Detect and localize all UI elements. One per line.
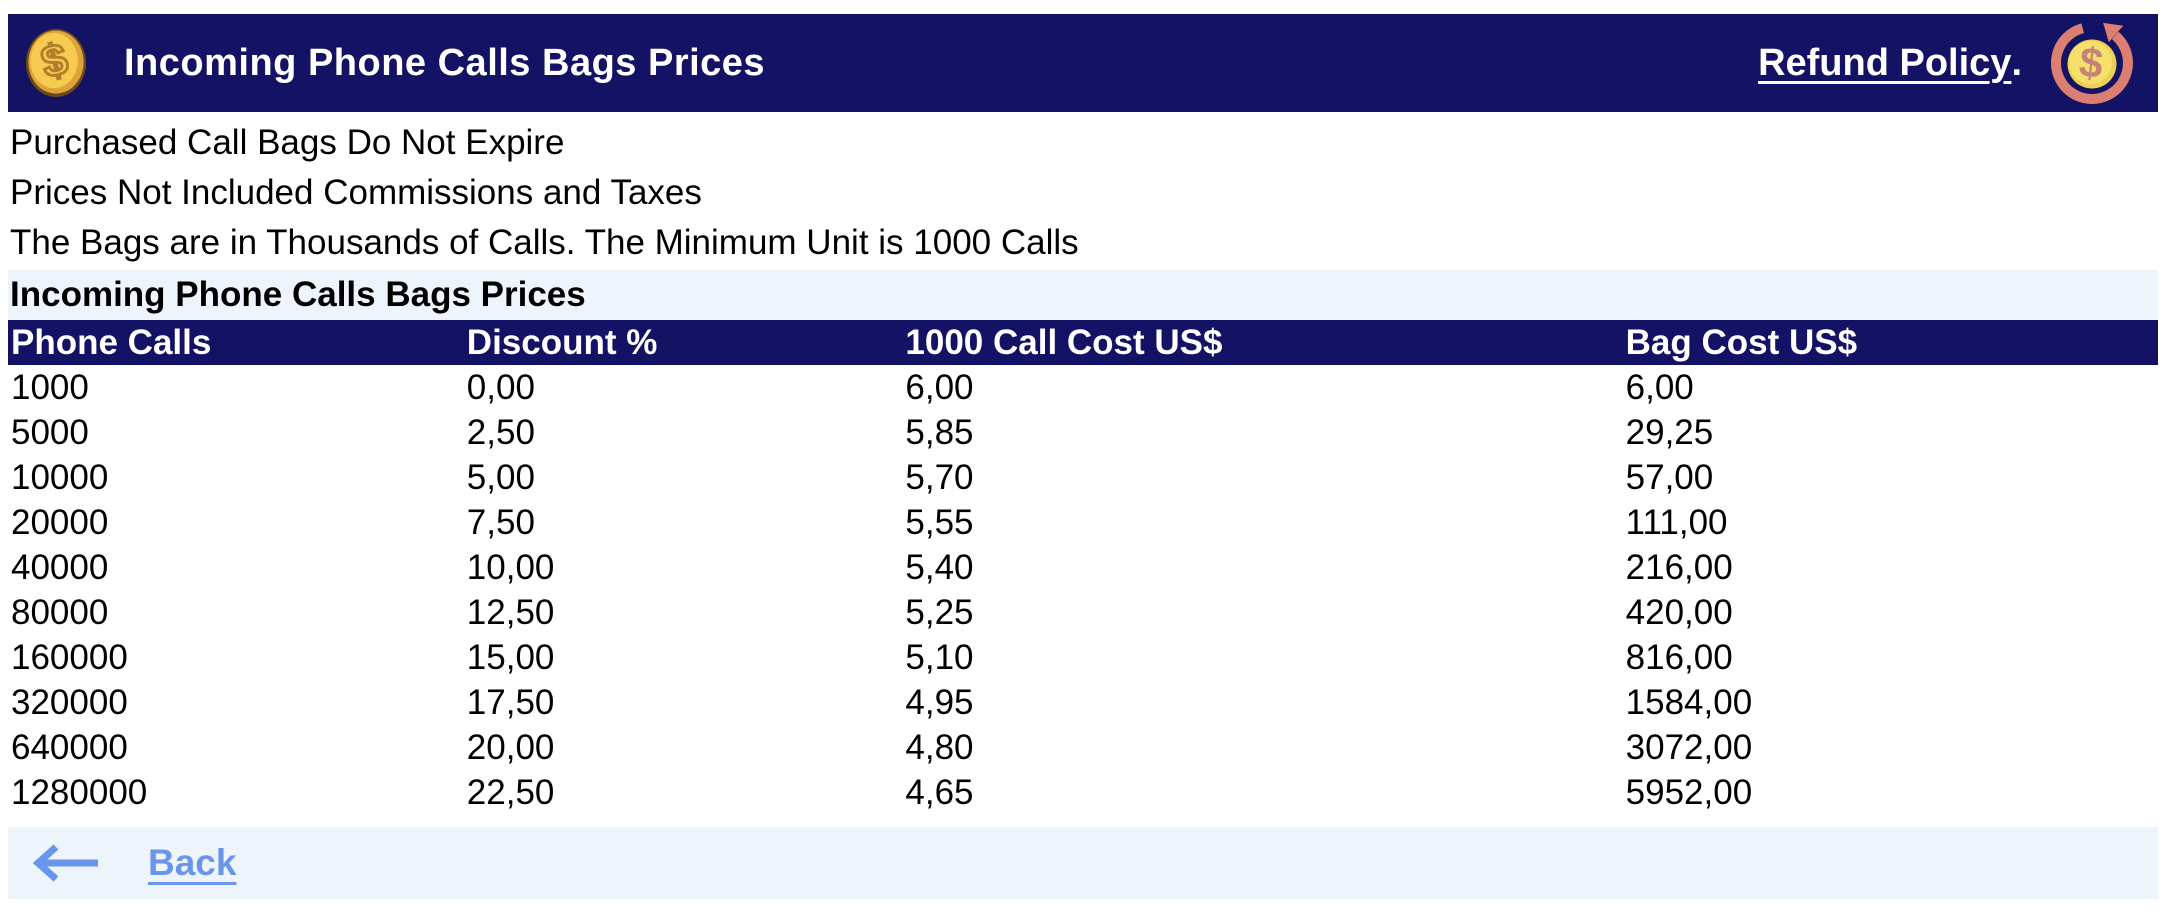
note-minimum-unit: The Bags are in Thousands of Calls. The … — [10, 223, 1079, 262]
table-cell: 57,00 — [1625, 457, 1714, 497]
table-cell: 640000 — [11, 727, 128, 767]
dollar-coin-icon: $ — [24, 27, 88, 99]
refund-coin-icon[interactable]: $ — [2048, 19, 2136, 107]
note-commissions-taxes: Prices Not Included Commissions and Taxe… — [10, 173, 702, 212]
prices-table: Phone Calls Discount % 1000 Call Cost US… — [8, 320, 2158, 815]
table-cell: 5,40 — [905, 547, 974, 587]
table-cell: 5000 — [11, 412, 89, 452]
table-cell: 216,00 — [1625, 547, 1733, 587]
table-header-row: Phone Calls Discount % 1000 Call Cost US… — [8, 320, 2158, 365]
column-header-discount: Discount % — [463, 320, 903, 365]
table-cell: 5,55 — [905, 502, 974, 542]
table-cell: 111,00 — [1625, 502, 1728, 542]
column-header-bag-cost: Bag Cost US$ — [1622, 320, 2158, 365]
table-cell: 5,25 — [905, 592, 974, 632]
table-cell: 816,00 — [1625, 637, 1733, 677]
refund-policy-period: . — [2011, 41, 2022, 84]
table-cell: 1280000 — [11, 772, 148, 812]
table-row: 160000 15,00 5,10 816,00 — [8, 635, 2158, 680]
table-cell: 4,95 — [905, 682, 974, 722]
table-row: 10000 5,00 5,70 57,00 — [8, 455, 2158, 500]
table-row: 640000 20,00 4,80 3072,00 — [8, 725, 2158, 770]
table-cell: 20,00 — [466, 727, 555, 767]
table-cell: 1000 — [11, 367, 89, 407]
column-header-1000-call-cost: 1000 Call Cost US$ — [902, 320, 1623, 365]
table-cell: 3072,00 — [1625, 727, 1753, 767]
top-header-bar: $ Incoming Phone Calls Bags Prices Refun… — [8, 14, 2158, 112]
table-cell: 17,50 — [466, 682, 555, 722]
table-cell: 2,50 — [466, 412, 535, 452]
table-row: 1000 0,00 6,00 6,00 — [8, 365, 2158, 410]
table-row: 40000 10,00 5,40 216,00 — [8, 545, 2158, 590]
info-notes: Purchased Call Bags Do Not Expire Prices… — [8, 112, 2158, 270]
table-row: 320000 17,50 4,95 1584,00 — [8, 680, 2158, 725]
table-cell: 10,00 — [466, 547, 555, 587]
prices-table-body: 1000 0,00 6,00 6,00 5000 2,50 5,85 29,25 10000 5,… — [8, 365, 2158, 815]
refund-policy-link[interactable]: Refund Policy — [1758, 41, 2012, 84]
note-no-expire: Purchased Call Bags Do Not Expire — [10, 123, 565, 162]
table-cell: 12,50 — [466, 592, 555, 632]
table-cell: 5,85 — [905, 412, 974, 452]
table-cell: 4,65 — [905, 772, 974, 812]
table-cell: 22,50 — [466, 772, 555, 812]
table-cell: 15,00 — [466, 637, 555, 677]
svg-text:$: $ — [2077, 38, 2105, 87]
table-cell: 20000 — [11, 502, 109, 542]
table-row: 80000 12,50 5,25 420,00 — [8, 590, 2158, 635]
back-arrow-icon[interactable] — [28, 842, 102, 884]
table-cell: 6,00 — [1625, 367, 1694, 407]
table-cell: 5,10 — [905, 637, 974, 677]
table-cell: 29,25 — [1625, 412, 1714, 452]
table-cell: 80000 — [11, 592, 109, 632]
table-cell: 5952,00 — [1625, 772, 1753, 812]
table-cell: 5,70 — [905, 457, 974, 497]
table-cell: 1584,00 — [1625, 682, 1753, 722]
column-header-phone-calls: Phone Calls — [8, 320, 464, 365]
footer-bar: Back — [8, 827, 2158, 899]
prices-table-header: Phone Calls Discount % 1000 Call Cost US… — [8, 320, 2158, 365]
table-cell: 0,00 — [466, 367, 535, 407]
table-cell: 420,00 — [1625, 592, 1733, 632]
table-row: 1280000 22,50 4,65 5952,00 — [8, 770, 2158, 815]
table-cell: 5,00 — [466, 457, 535, 497]
table-row: 20000 7,50 5,55 111,00 — [8, 500, 2158, 545]
table-cell: 40000 — [11, 547, 109, 587]
table-cell: 160000 — [11, 637, 128, 677]
table-cell: 4,80 — [905, 727, 974, 767]
table-cell: 10000 — [11, 457, 109, 497]
table-cell: 6,00 — [905, 367, 974, 407]
table-cell: 320000 — [11, 682, 128, 722]
page-title: Incoming Phone Calls Bags Prices — [124, 41, 766, 84]
table-cell: 7,50 — [466, 502, 535, 542]
section-title-band: Incoming Phone Calls Bags Prices — [8, 270, 2158, 320]
table-row: 5000 2,50 5,85 29,25 — [8, 410, 2158, 455]
section-title: Incoming Phone Calls Bags Prices — [10, 275, 586, 314]
back-link[interactable]: Back — [148, 842, 237, 883]
